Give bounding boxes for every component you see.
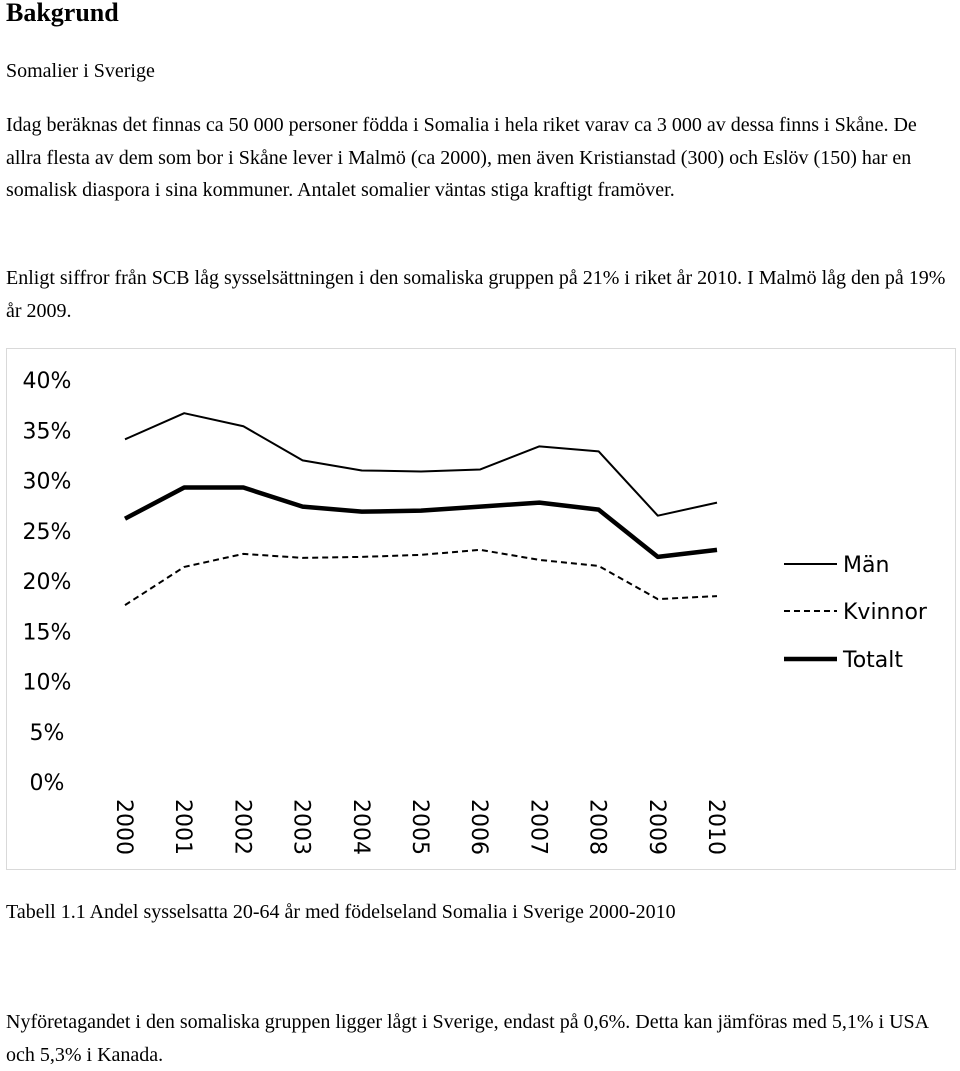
legend-label-1: Män: [843, 553, 889, 578]
y-tick-label: 0%: [30, 771, 65, 796]
x-tick-label: 2008: [585, 799, 610, 855]
x-tick-label: 2006: [466, 799, 491, 855]
section-subheading: Somalier i Sverige: [6, 60, 155, 82]
series-line-2: [124, 548, 718, 606]
page-heading: Bakgrund: [6, 0, 119, 27]
intro-paragraph: Idag beräknas det finnas ca 50 000 perso…: [6, 114, 917, 201]
employment-chart: 0% 5% 10% 15% 20% 25% 30% 35% 40% 2000 2001 2002 200…: [6, 348, 956, 870]
x-tick-label: 2010: [703, 799, 728, 855]
x-tick-label: 2009: [644, 799, 669, 855]
legend-label-3: Totalt: [842, 648, 903, 673]
chart-svg: 0% 5% 10% 15% 20% 25% 30% 35% 40% 2000 2001 2002 200…: [23, 369, 928, 855]
entrepreneurship-paragraph: Nyföretagandet i den somaliska gruppen l…: [6, 1011, 928, 1066]
x-tick-label: 2003: [289, 799, 314, 855]
y-tick-label: 40%: [23, 369, 72, 394]
x-tick-label: 2000: [111, 799, 136, 855]
employment-paragraph: Enligt siffror från SCB låg sysselsättni…: [6, 267, 946, 322]
x-tick-label: 2007: [525, 799, 550, 855]
y-tick-label: 15%: [23, 620, 72, 645]
x-tick-label: 2004: [348, 799, 373, 855]
x-tick-label: 2001: [170, 799, 195, 855]
y-tick-label: 30%: [23, 470, 72, 495]
y-tick-label: 20%: [23, 570, 72, 595]
x-tick-label: 2005: [407, 799, 432, 855]
series-line-1: [124, 412, 718, 517]
y-tick-label: 25%: [23, 520, 72, 545]
legend-label-2: Kvinnor: [843, 600, 928, 625]
y-tick-label: 5%: [30, 721, 65, 746]
table-caption: Tabell 1.1 Andel sysselsatta 20-64 år me…: [6, 901, 676, 923]
x-tick-label: 2002: [229, 799, 254, 855]
y-tick-label: 35%: [23, 419, 72, 444]
series-line-3: [123, 485, 718, 560]
y-tick-label: 10%: [23, 671, 72, 696]
